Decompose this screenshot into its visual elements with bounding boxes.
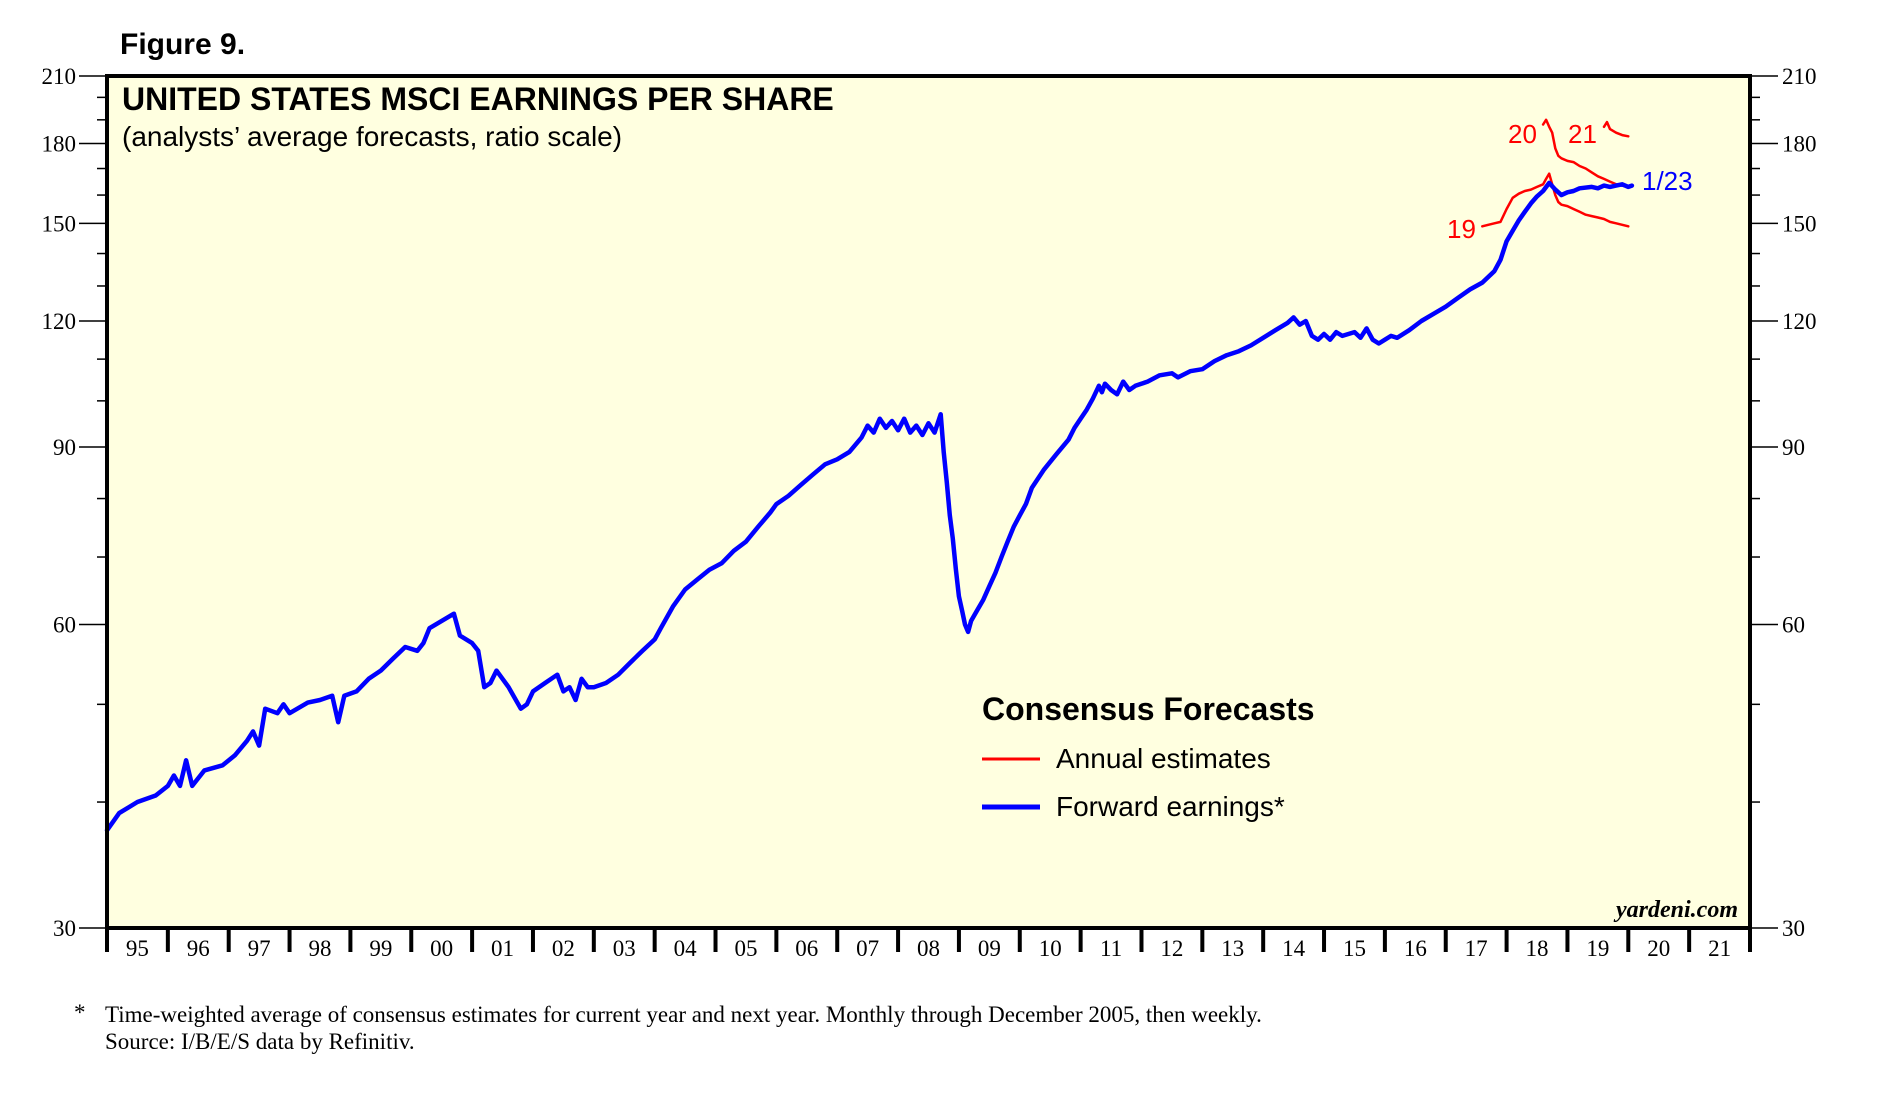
x-tick-label: 04 xyxy=(674,936,698,961)
figure-label: Figure 9. xyxy=(120,28,245,61)
y-tick-label-left: 60 xyxy=(53,613,76,638)
x-tick-label: 03 xyxy=(613,936,636,961)
y-tick-label-left: 120 xyxy=(42,309,77,334)
watermark: yardeni.com xyxy=(1613,897,1738,923)
x-tick-label: 10 xyxy=(1039,936,1062,961)
annotation-last-date: 1/23 xyxy=(1642,166,1693,196)
legend-label-forward: Forward earnings* xyxy=(1056,791,1285,822)
annotation-year-21: 21 xyxy=(1568,119,1597,149)
x-tick-label: 02 xyxy=(552,936,575,961)
y-tick-label-right: 30 xyxy=(1782,916,1805,941)
x-tick-label: 16 xyxy=(1404,936,1427,961)
x-tick-label: 95 xyxy=(126,936,149,961)
annotation-year-20: 20 xyxy=(1508,119,1537,149)
x-tick-label: 97 xyxy=(248,936,271,961)
y-tick-label-right: 60 xyxy=(1782,613,1805,638)
series-annual-estimates-2021 xyxy=(1602,120,1630,138)
y-tick-label-right: 210 xyxy=(1782,64,1817,89)
x-tick-label: 18 xyxy=(1526,936,1549,961)
x-tick-label: 15 xyxy=(1343,936,1366,961)
x-tick-label: 98 xyxy=(308,936,331,961)
annotation-year-19: 19 xyxy=(1447,214,1476,244)
legend-title: Consensus Forecasts xyxy=(982,691,1315,727)
y-tick-label-right: 120 xyxy=(1782,309,1817,334)
x-tick-label: 01 xyxy=(491,936,514,961)
x-tick-label: 09 xyxy=(978,936,1001,961)
x-tick-label: 14 xyxy=(1282,936,1306,961)
y-tick-label-left: 150 xyxy=(42,211,77,236)
plot-area xyxy=(107,76,1750,928)
y-tick-label-right: 180 xyxy=(1782,131,1817,156)
y-tick-label-right: 150 xyxy=(1782,211,1817,236)
y-tick-label-left: 90 xyxy=(53,435,76,460)
y-axis-right: 30 60 90 120 150 180 210 xyxy=(1750,64,1817,941)
x-tick-label: 19 xyxy=(1586,936,1609,961)
y-tick-label-left: 180 xyxy=(42,131,77,156)
x-tick-label: 20 xyxy=(1647,936,1670,961)
series-layer xyxy=(104,118,1635,833)
chart-title: UNITED STATES MSCI EARNINGS PER SHARE xyxy=(122,81,834,117)
plot-frame xyxy=(105,74,1752,930)
x-tick-label: 21 xyxy=(1708,936,1731,961)
series-forward-earnings xyxy=(104,180,1635,833)
y-tick-label-left: 30 xyxy=(53,916,76,941)
series-annual-estimates-2020 xyxy=(1541,118,1630,189)
x-tick-label: 00 xyxy=(430,936,453,961)
y-axis-left: 30 60 90 120 150 180 210 xyxy=(42,64,107,941)
x-axis: 95 96 97 98 99 00 01 02 03 04 05 06 07 08 09 10 11 12 13 14… xyxy=(105,928,1752,961)
x-tick-label: 06 xyxy=(795,936,818,961)
x-tick-label: 08 xyxy=(917,936,940,961)
x-tick-label: 07 xyxy=(856,936,879,961)
footnote-line-1: Time-weighted average of consensus estim… xyxy=(105,1002,1262,1027)
footnote-line-2: Source: I/B/E/S data by Refinitiv. xyxy=(105,1029,415,1054)
x-tick-label: 17 xyxy=(1465,936,1488,961)
x-tick-label: 99 xyxy=(369,936,392,961)
y-tick-label-left: 210 xyxy=(42,64,77,89)
x-tick-label: 12 xyxy=(1160,936,1183,961)
legend-label-annual: Annual estimates xyxy=(1056,743,1271,774)
x-tick-label: 13 xyxy=(1221,936,1244,961)
x-tick-label: 11 xyxy=(1100,936,1122,961)
footnote-marker: * xyxy=(74,1000,86,1025)
x-tick-label: 05 xyxy=(734,936,757,961)
y-tick-label-right: 90 xyxy=(1782,435,1805,460)
chart-subtitle: (analysts’ average forecasts, ratio scal… xyxy=(122,121,622,152)
x-tick-label: 96 xyxy=(187,936,210,961)
